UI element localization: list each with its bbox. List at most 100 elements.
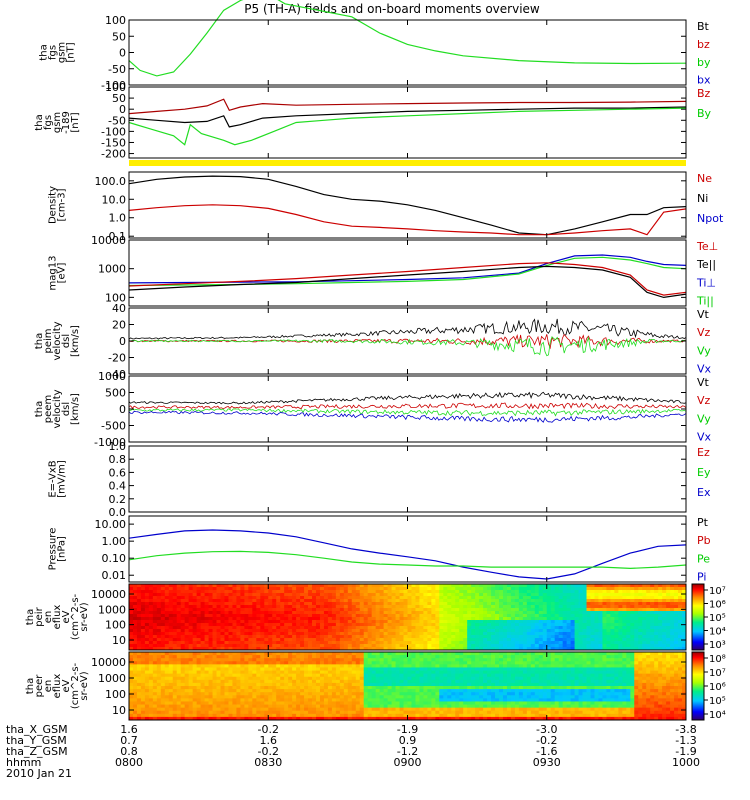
- spectrogram-cell: [228, 701, 233, 705]
- spectrogram-cell: [140, 689, 146, 693]
- spectrogram-cell: [260, 655, 265, 659]
- spectrogram-cell: [308, 661, 313, 665]
- spectrogram-cell: [522, 638, 528, 642]
- spectrogram-cell: [455, 614, 460, 618]
- spectrogram-cell: [248, 710, 253, 715]
- spectrogram-cell: [292, 655, 297, 659]
- spectrogram-cell: [371, 670, 377, 675]
- spectrogram-cell: [395, 673, 400, 678]
- spectrogram-cell: [152, 620, 158, 624]
- spectrogram-cell: [140, 629, 146, 633]
- spectrogram-cell: [566, 611, 572, 615]
- spectrogram-cell: [590, 641, 595, 645]
- spectrogram-cell: [522, 614, 528, 618]
- spectrogram-cell: [212, 658, 217, 662]
- spectrogram-cell: [467, 605, 472, 609]
- spectrogram-cell: [594, 644, 599, 648]
- spectrogram-cell: [276, 676, 281, 681]
- spectrogram-cell: [204, 641, 209, 645]
- spectrogram-cell: [200, 644, 205, 648]
- spectrogram-cell: [292, 661, 297, 665]
- spectrogram-cell: [391, 611, 396, 615]
- spectrogram-cell: [435, 584, 440, 588]
- spectrogram-cell: [156, 689, 162, 693]
- spectrogram-cell: [487, 647, 492, 651]
- spectrogram-cell: [411, 661, 416, 665]
- legend-entry: Bt: [697, 20, 710, 33]
- spectrogram-cell: [331, 658, 337, 662]
- spectrogram-cell: [598, 626, 603, 630]
- spectrogram-cell: [224, 617, 229, 621]
- spectrogram-cell: [526, 641, 532, 645]
- spectrogram-cell: [248, 704, 253, 709]
- spectrogram-cell: [578, 626, 583, 630]
- spectrogram-cell: [514, 605, 520, 609]
- spectrogram-cell: [514, 632, 520, 636]
- spectrogram-cell: [304, 695, 309, 699]
- spectrogram-cell: [459, 611, 464, 615]
- spectrogram-cell: [331, 596, 337, 600]
- spectrogram-cell: [626, 641, 631, 645]
- spectrogram-cell: [252, 698, 257, 702]
- spectrogram-cell: [315, 670, 321, 675]
- spectrogram-cell: [534, 626, 540, 630]
- spectrogram-cell: [339, 658, 345, 662]
- spectrogram-cell: [343, 602, 349, 606]
- spectrogram-cell: [383, 629, 389, 633]
- spectrogram-cell: [387, 620, 392, 624]
- spectrogram-cell: [471, 620, 476, 624]
- spectrogram-cell: [256, 695, 261, 699]
- spectrogram-cell: [284, 661, 289, 665]
- spectrogram-cell: [308, 713, 313, 718]
- spectrogram-cell: [347, 584, 353, 588]
- spectrogram-cell: [260, 673, 265, 678]
- spectrogram-cell: [268, 673, 273, 678]
- spectrogram-cell: [610, 638, 615, 642]
- spectrogram-cell: [411, 605, 416, 609]
- spectrogram-cell: [196, 611, 202, 615]
- spectrogram-cell: [172, 679, 178, 684]
- spectrogram-cell: [292, 704, 297, 709]
- spectrogram-cell: [674, 623, 679, 627]
- spectrogram-cell: [244, 617, 249, 621]
- spectrogram-cell: [359, 638, 365, 642]
- spectrogram-cell: [375, 713, 381, 718]
- spectrogram-cell: [347, 710, 353, 715]
- spectrogram-cell: [327, 676, 333, 681]
- spectrogram-cell: [132, 664, 138, 668]
- spectrogram-cell: [132, 584, 138, 588]
- spectrogram-cell: [308, 617, 313, 621]
- spectrogram-cell: [371, 635, 377, 639]
- spectrogram-cell: [196, 638, 202, 642]
- spectrogram-cell: [192, 617, 198, 621]
- spectrogram-cell: [260, 698, 265, 702]
- spectrogram-cell: [272, 655, 277, 659]
- spectrogram-cell: [256, 647, 261, 651]
- spectrogram-cell: [176, 611, 182, 615]
- spectrogram-cell: [260, 695, 265, 699]
- spectrogram-cell: [288, 713, 293, 718]
- spectrogram-cell: [443, 608, 448, 612]
- spectrogram-cell: [160, 614, 166, 618]
- spectrogram-cell: [375, 670, 381, 675]
- y-tick-label: 0.0: [109, 506, 127, 519]
- spectrogram-cell: [280, 608, 285, 612]
- spectrogram-cell: [304, 593, 309, 597]
- spectrogram-cell: [383, 686, 389, 690]
- spectrogram-cell: [331, 716, 337, 721]
- spectrogram-cell: [522, 626, 528, 630]
- spectrogram-cell: [590, 626, 595, 630]
- spectrogram-cell: [415, 707, 420, 712]
- spectrogram-cell: [216, 614, 221, 618]
- spectrogram-cell: [212, 667, 217, 671]
- spectrogram-cell: [172, 701, 178, 705]
- spectrogram-cell: [192, 590, 198, 594]
- spectrogram-cell: [407, 698, 412, 702]
- spectrogram-cell: [129, 686, 134, 690]
- spectrogram-cell: [156, 623, 162, 627]
- spectrogram-cell: [415, 626, 420, 630]
- spectrogram-cell: [312, 667, 317, 671]
- spectrogram-cell: [268, 698, 273, 702]
- spectrogram-cell: [403, 692, 408, 696]
- spectrogram-cell: [491, 602, 496, 606]
